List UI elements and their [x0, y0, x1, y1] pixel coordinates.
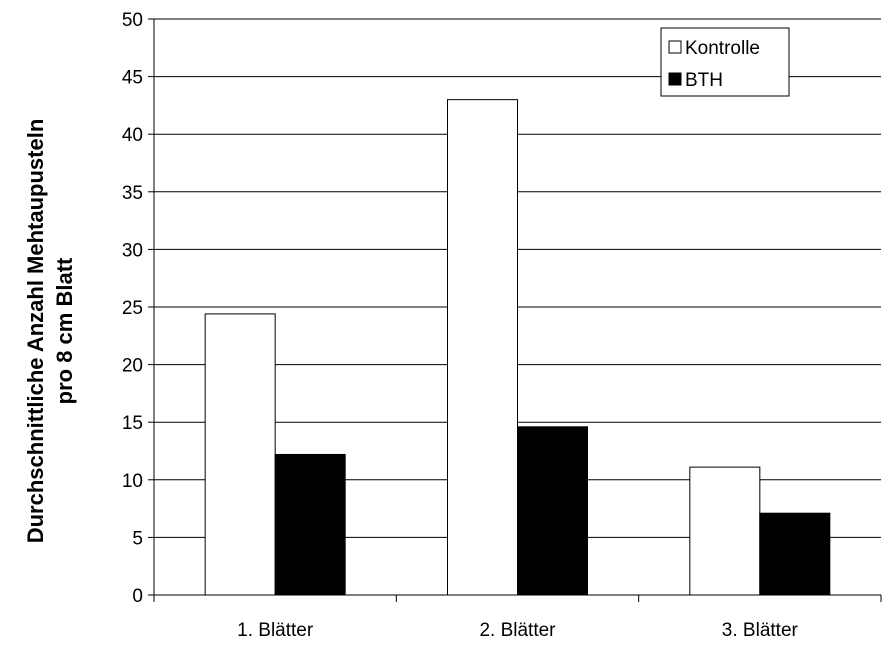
y-axis-label: Durchschnittliche Anzahl Mehtaupusteln p…: [23, 119, 77, 544]
legend-box: [660, 27, 790, 97]
y-tick-label: 50: [122, 10, 143, 31]
y-tick-label: 30: [122, 240, 143, 261]
y-tick-label: 15: [122, 413, 143, 434]
y-ticks: 0 5 10 15 20 25 30 35 40 45 50: [122, 10, 154, 607]
y-tick-label: 35: [122, 183, 143, 204]
bar-kontrolle-2: [447, 99, 518, 596]
legend-label-kontrolle: Kontrolle: [685, 38, 760, 59]
y-tick-label: 45: [122, 68, 143, 89]
x-category-label: 2. Blätter: [479, 620, 556, 641]
y-tick-label: 5: [132, 528, 143, 549]
y-tick-label: 40: [122, 125, 143, 146]
x-category-label: 1. Blätter: [237, 620, 314, 641]
legend-swatch-bth: [668, 72, 682, 86]
y-tick-label: 25: [122, 298, 143, 319]
bar-kontrolle-3: [689, 466, 761, 596]
legend: Kontrolle BTH: [660, 27, 790, 97]
legend-label-bth: BTH: [685, 70, 723, 91]
y-tick-label: 20: [122, 356, 143, 377]
y-tick-label: 10: [122, 471, 143, 492]
legend-swatch-kontrolle: [668, 40, 682, 54]
bar-bth-2: [517, 426, 588, 596]
y-tick-label: 0: [132, 586, 143, 607]
bar-kontrolle-1: [204, 313, 276, 596]
bar-bth-1: [274, 453, 346, 596]
bar-bth-3: [759, 512, 831, 596]
bars: [204, 99, 831, 596]
x-category-label: 3. Blätter: [722, 620, 799, 641]
x-ticks: 1. Blätter 2. Blätter 3. Blätter: [153, 595, 882, 641]
y-axis-label-line-2: pro 8 cm Blatt: [52, 257, 77, 404]
y-axis-label-line-1: Durchschnittliche Anzahl Mehtaupusteln: [23, 119, 48, 544]
